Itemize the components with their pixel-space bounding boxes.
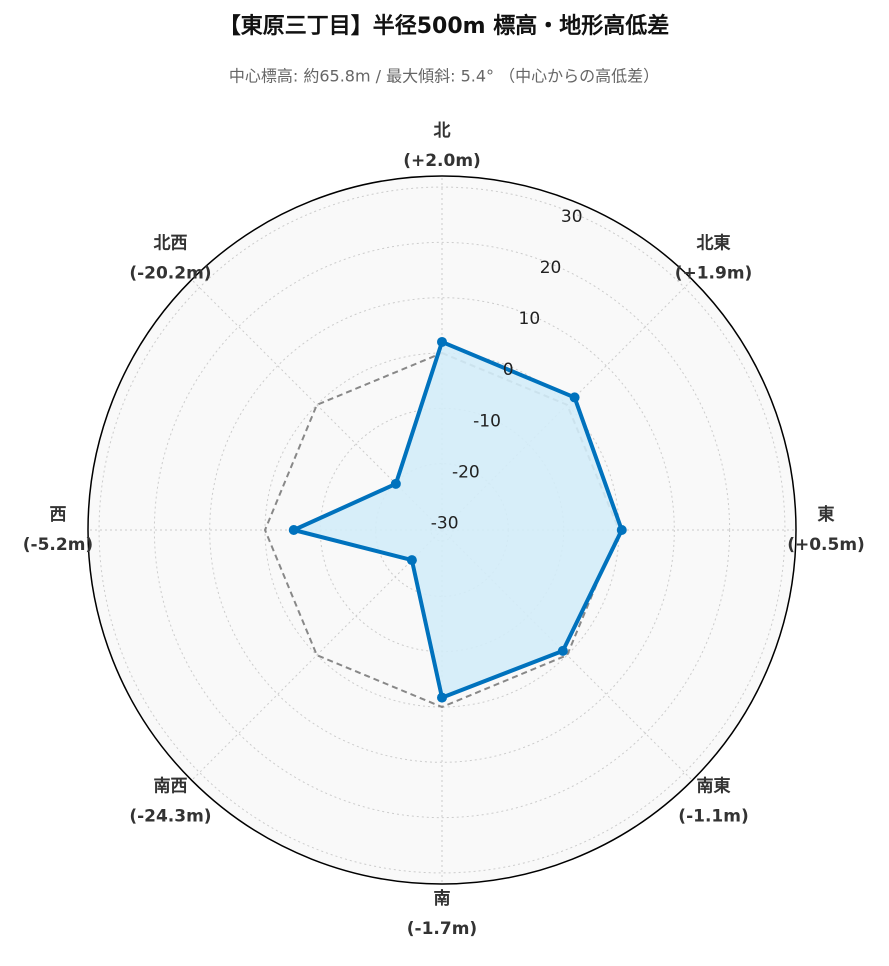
grid-spoke <box>191 529 443 781</box>
category-label: 北東 <box>697 232 731 253</box>
value-label: (+2.0m) <box>403 151 481 171</box>
r-tick-label: 0 <box>503 360 514 380</box>
data-point <box>437 692 447 703</box>
data-point <box>437 336 447 347</box>
chart-subtitle: 中心標高: 約65.8m / 最大傾斜: 5.4° （中心からの高低差） <box>229 67 659 86</box>
category-label: 南 <box>434 888 451 909</box>
data-point <box>406 555 417 566</box>
r-tick-label: 20 <box>540 258 562 278</box>
value-label: (-5.2m) <box>23 535 93 555</box>
category-label: 北西 <box>153 233 187 253</box>
data-point <box>557 645 568 656</box>
value-label: (+1.9m) <box>675 263 753 283</box>
grid-circle <box>209 297 675 763</box>
category-label: 南西 <box>153 776 187 797</box>
r-tick-label: 30 <box>561 207 583 227</box>
r-tick-label: -10 <box>473 411 501 431</box>
data-point <box>569 392 580 403</box>
outer-circle <box>87 175 797 885</box>
r-tick-label: 10 <box>519 309 541 329</box>
value-label: (-1.1m) <box>678 807 748 827</box>
data-point <box>616 525 627 535</box>
value-label: (-20.2m) <box>129 263 211 283</box>
data-point <box>390 478 401 489</box>
category-label: 東 <box>818 504 835 525</box>
grid-circle <box>153 241 731 819</box>
r-tick-label: -20 <box>452 462 480 482</box>
r-tick-label: -30 <box>431 513 459 533</box>
data-point <box>288 525 299 535</box>
grid-circle <box>98 186 786 874</box>
category-label: 北 <box>434 121 451 141</box>
value-label: (-24.3m) <box>129 807 211 827</box>
grid-spoke <box>441 529 693 781</box>
category-label: 南東 <box>697 776 731 797</box>
value-label: (-1.7m) <box>407 919 477 939</box>
category-label: 西 <box>50 505 67 525</box>
value-label: (+0.5m) <box>787 535 865 555</box>
chart-title: 【東原三丁目】半径500m 標高・地形高低差 <box>219 13 670 39</box>
grid-spoke <box>191 279 443 531</box>
